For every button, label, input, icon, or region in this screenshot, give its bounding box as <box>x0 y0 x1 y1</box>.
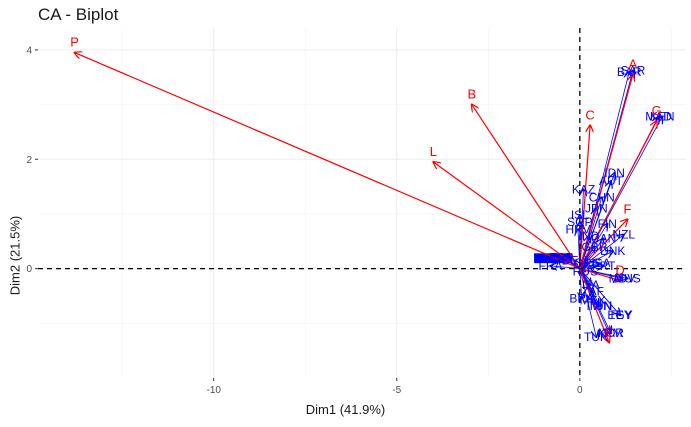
column-point-label: E <box>605 324 614 339</box>
row-point-label: IND <box>579 229 600 243</box>
column-point-label: B <box>467 87 476 102</box>
row-point-label: MDV <box>609 271 636 285</box>
x-tick-label: 0 <box>577 385 583 396</box>
column-arrow <box>579 268 620 281</box>
row-point-label: KAZ <box>572 182 595 196</box>
row-point-label: EGY <box>607 308 632 322</box>
column-arrow <box>433 162 581 270</box>
row-point-label: RUS <box>573 264 598 278</box>
row-point-label: TWN <box>584 299 611 313</box>
row-arrow <box>579 239 604 269</box>
row-point-label: GRC <box>574 256 601 270</box>
y-tick-label: 2 <box>26 155 32 166</box>
column-arrow <box>579 74 633 269</box>
column-point-label: C <box>585 107 594 122</box>
row-point-label: NZL <box>612 228 635 242</box>
row-point-label: HRV <box>565 222 590 236</box>
row-point-label: KOR <box>598 326 624 340</box>
column-arrow <box>472 105 581 269</box>
row-point-label: MEX <box>580 293 606 307</box>
column-point-label: F <box>623 201 631 216</box>
column-arrow <box>579 121 657 269</box>
x-tick-label: -5 <box>392 385 401 396</box>
y-axis-label: Dim2 (21.5%) <box>7 215 23 296</box>
row-arrow <box>579 268 620 315</box>
row-point-label: USA <box>586 256 611 270</box>
row-point-label: TUR <box>584 330 609 344</box>
row-point-label: ITA <box>582 278 600 292</box>
row-point-label: JPN <box>585 201 608 215</box>
row-label-cluster <box>534 253 573 264</box>
row-arrow <box>579 268 596 337</box>
column-point-label: A <box>629 56 638 71</box>
column-arrow <box>75 53 581 270</box>
row-point-label: AUT <box>599 174 624 188</box>
row-point-label: BAR <box>617 65 642 79</box>
y-tick-label: 4 <box>26 45 32 56</box>
row-point-label: FIN <box>598 217 617 231</box>
column-arrow <box>579 268 609 343</box>
row-point-label: TEY <box>608 308 631 322</box>
row-point-label: SGP <box>567 215 592 229</box>
column-point-label: P <box>70 35 79 50</box>
column-point-label: L <box>430 144 437 159</box>
column-arrow <box>579 219 628 270</box>
row-point-label: CAN <box>591 232 616 246</box>
row-point-label: ZAF <box>581 285 604 299</box>
row-point-label: DNK <box>600 244 625 258</box>
row-point-label: DEU <box>562 253 587 267</box>
row-point-label: CHN <box>589 191 615 205</box>
row-point-label: ARM <box>596 326 623 340</box>
column-arrow <box>579 125 590 269</box>
y-tick-label: 0 <box>26 264 32 275</box>
column-point-label: G <box>652 103 662 118</box>
row-point-label: PRT <box>592 259 616 273</box>
row-point-label: GBR <box>581 240 607 254</box>
x-tick-label: -10 <box>207 385 222 396</box>
row-point-label: BRA <box>569 292 594 306</box>
row-point-label: SAR <box>621 64 646 78</box>
row-point-label: FRA <box>539 259 563 273</box>
row-point-label: MUS <box>614 271 641 285</box>
row-arrow <box>579 181 611 269</box>
row-point-label: MAD <box>645 110 672 124</box>
row-point-label: KEN <box>650 110 675 124</box>
x-axis-label: Dim1 (41.9%) <box>305 402 386 417</box>
row-point-label: ISL <box>571 208 589 222</box>
chart-title: CA - Biplot <box>38 5 119 24</box>
column-point-label: D <box>615 263 624 278</box>
row-point-label: ESP <box>550 251 574 265</box>
row-point-label: IDN <box>604 166 625 180</box>
row-point-label: TUN <box>588 299 613 313</box>
